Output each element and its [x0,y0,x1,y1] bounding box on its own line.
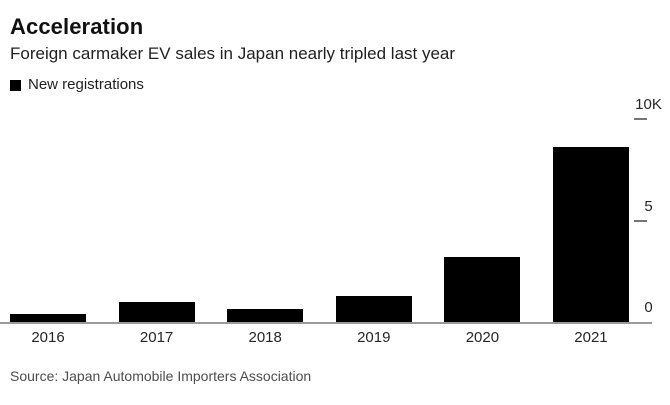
y-axis-tick-mark [634,219,647,222]
bar-series [10,0,629,322]
legend-label: New registrations [28,76,144,93]
bar-2019 [335,296,412,322]
source-note: Source: Japan Automobile Importers Assoc… [10,368,312,384]
legend: New registrations [10,77,144,93]
x-axis-label-2020: 2020 [465,329,500,346]
chart-title: Acceleration [10,14,144,39]
x-axis-label-2018: 2018 [248,329,282,346]
y-axis-tick-10K: 10K [630,97,667,120]
bar-2017 [118,302,195,322]
x-axis-label-2021: 2021 [574,329,608,346]
x-axis-label-2016: 2016 [31,329,65,346]
bar-2018 [227,309,304,322]
y-axis-tick-mark [634,118,647,120]
x-axis-line [0,322,652,324]
y-axis-tick-label: 10K [635,96,662,113]
x-axis-label-2019: 2019 [357,329,391,346]
bar-2016 [10,314,86,322]
y-axis-tick-label: 5 [644,197,653,215]
legend-swatch-icon [10,79,21,91]
y-axis-tick-5: 5 [630,197,667,222]
chart-subtitle: Foreign carmaker EV sales in Japan nearl… [10,44,456,63]
bar-2020 [444,257,521,322]
y-axis-tick-label: 0 [644,299,653,316]
bar-2021 [552,147,629,322]
y-axis-tick-0: 0 [630,300,667,316]
x-axis-label-2017: 2017 [139,329,174,346]
x-axis-labels: 2016 2017 2018 2019 2020 2021 [10,329,629,347]
